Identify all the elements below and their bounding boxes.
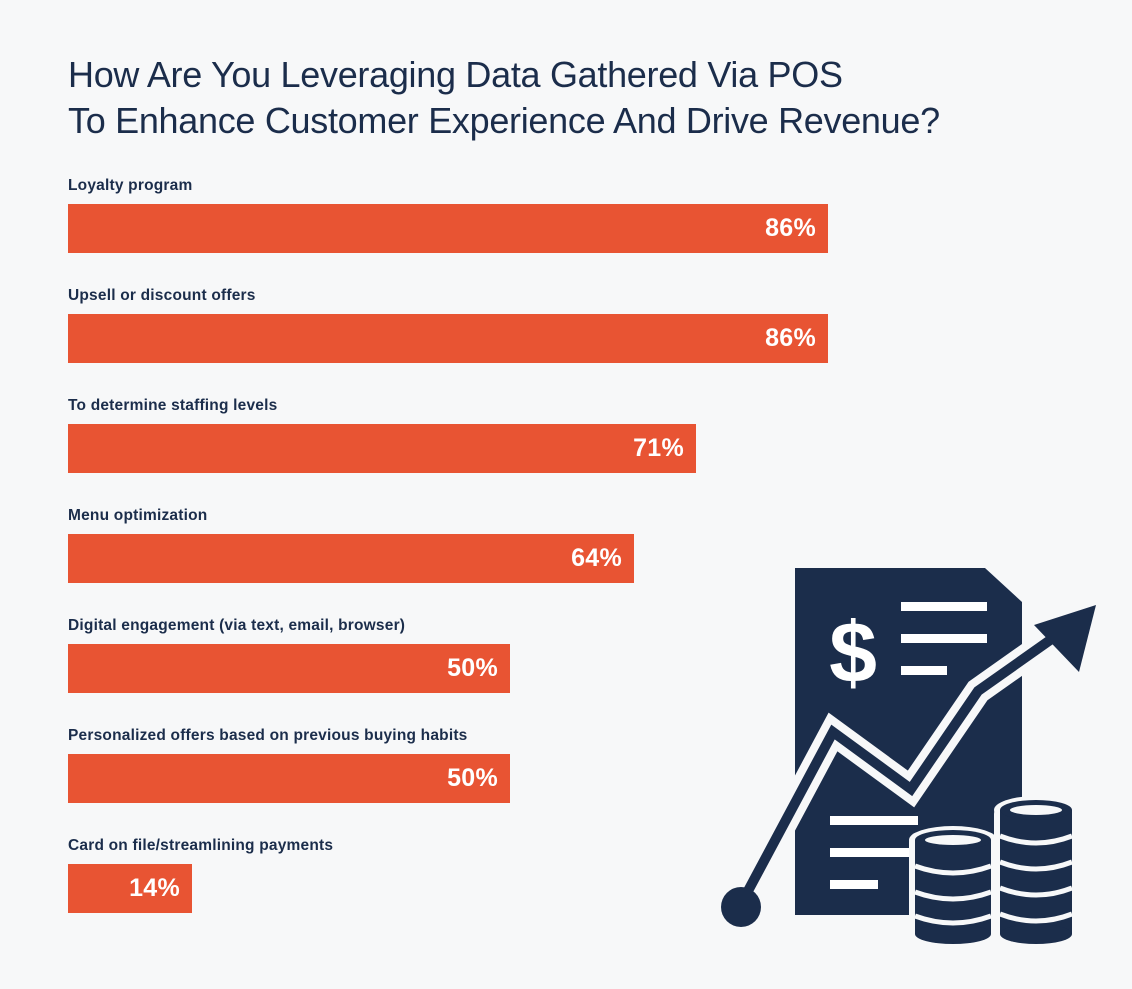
chart-title: How Are You Leveraging Data Gathered Via…: [68, 52, 1068, 144]
bar: 86%: [68, 314, 828, 363]
bar-value-label: 86%: [765, 214, 816, 242]
bar-value-label: 86%: [765, 324, 816, 352]
bar: 50%: [68, 754, 510, 803]
bar-value-label: 50%: [447, 654, 498, 682]
bar: 86%: [68, 204, 828, 253]
bar-value-label: 71%: [633, 434, 684, 462]
doc-line: [901, 634, 987, 643]
doc-line: [901, 602, 987, 611]
bar-value-label: 14%: [129, 874, 180, 902]
category-label: Loyalty program: [68, 177, 193, 194]
category-label: Menu optimization: [68, 507, 208, 524]
arrow-head: [1034, 605, 1096, 672]
arrow-start-dot: [721, 887, 761, 927]
category-label: To determine staffing levels: [68, 397, 278, 414]
category-label: Upsell or discount offers: [68, 287, 256, 304]
doc-line: [830, 848, 918, 857]
dollar-sign: $: [829, 605, 877, 701]
chart-title-line-1: How Are You Leveraging Data Gathered Via…: [68, 54, 843, 95]
category-label: Card on file/streamlining payments: [68, 837, 334, 854]
doc-line: [901, 666, 947, 675]
bar: 50%: [68, 644, 510, 693]
category-label: Personalized offers based on previous bu…: [68, 727, 468, 744]
coin-stack-back: [994, 796, 1078, 944]
bar-value-label: 64%: [571, 544, 622, 572]
doc-line: [830, 880, 878, 889]
arrow-line: [736, 621, 1073, 907]
bar: 64%: [68, 534, 634, 583]
doc-line: [830, 816, 918, 825]
revenue-growth-icon: $: [721, 568, 1096, 944]
bar: 14%: [68, 864, 192, 913]
bar: 71%: [68, 424, 696, 473]
bar-value-label: 50%: [447, 764, 498, 792]
chart-title-line-2: To Enhance Customer Experience And Drive…: [68, 100, 940, 141]
category-label: Digital engagement (via text, email, bro…: [68, 617, 406, 634]
coin-stack-front: [909, 826, 997, 944]
